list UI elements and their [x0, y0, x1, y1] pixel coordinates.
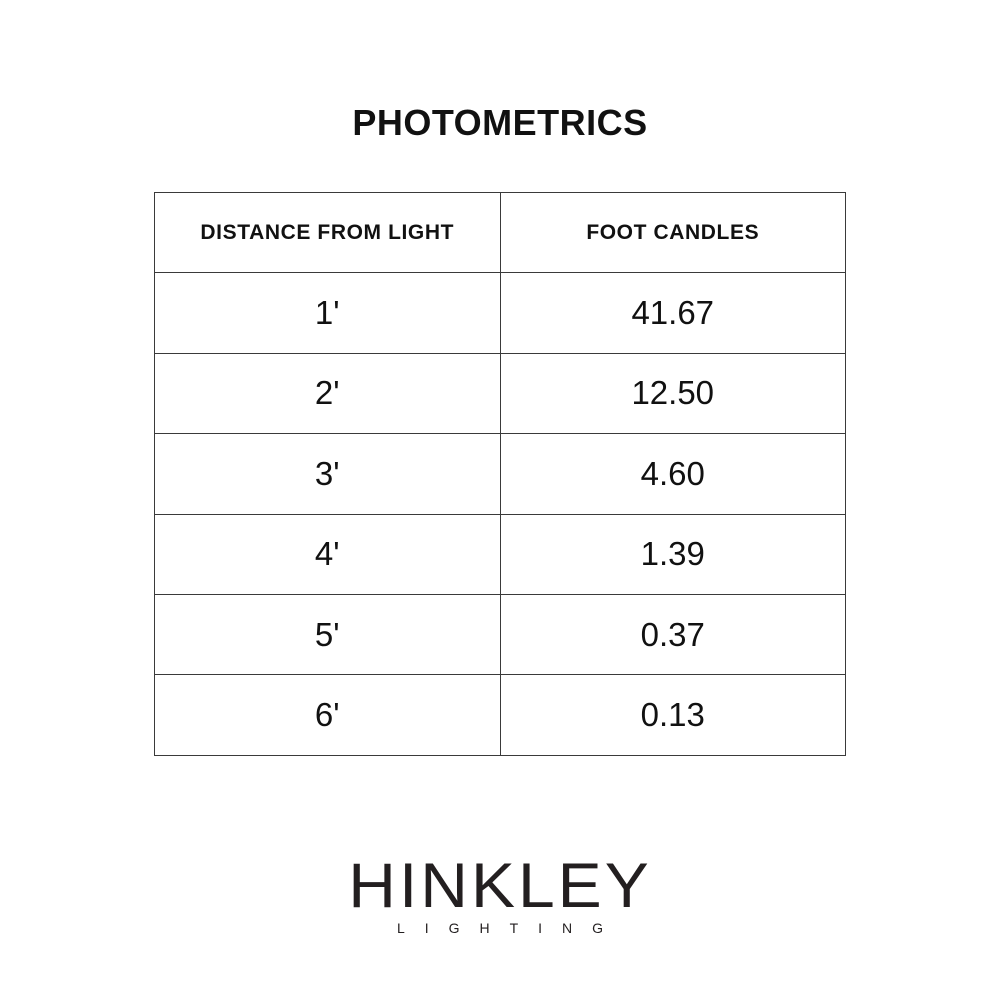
foot-candles-cell: 0.37 [499, 593, 846, 676]
distance-cell: 6' [154, 674, 501, 756]
table-row: 3' 4.60 [154, 433, 846, 515]
distance-cell: 4' [154, 513, 501, 595]
foot-candles-cell: 12.50 [499, 352, 846, 435]
header-foot-candles: FOOT CANDLES [499, 191, 846, 274]
distance-cell: 1' [154, 272, 501, 354]
logo-wordmark: HINKLEY [348, 849, 652, 921]
foot-candles-cell: 1.39 [499, 513, 846, 595]
table-row: 1' 41.67 [154, 272, 846, 354]
table-row: 5' 0.37 [154, 593, 846, 676]
page-title: PHOTOMETRICS [352, 102, 648, 143]
table-header-row: DISTANCE FROM LIGHT FOOT CANDLES [154, 191, 846, 274]
distance-cell: 3' [154, 433, 501, 515]
foot-candles-cell: 4.60 [499, 433, 846, 515]
photometrics-table: DISTANCE FROM LIGHT FOOT CANDLES 1' 41.67… [154, 191, 846, 756]
table-row: 6' 0.13 [154, 674, 846, 756]
table-row: 2' 12.50 [154, 352, 846, 435]
foot-candles-cell: 41.67 [499, 272, 846, 354]
header-distance: DISTANCE FROM LIGHT [154, 191, 501, 274]
table-row: 4' 1.39 [154, 513, 846, 595]
distance-cell: 2' [154, 352, 501, 435]
hinkley-logo: HINKLEY LIGHTING [0, 852, 1000, 936]
foot-candles-cell: 0.13 [499, 674, 846, 756]
logo-subtitle: LIGHTING [396, 920, 624, 936]
distance-cell: 5' [154, 593, 501, 676]
